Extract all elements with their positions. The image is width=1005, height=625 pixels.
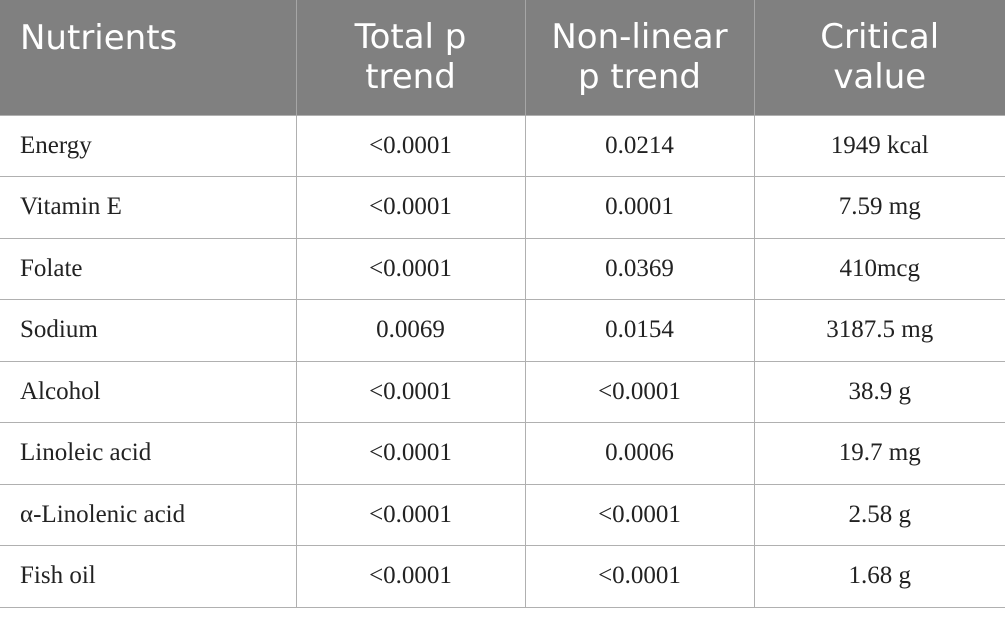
nutrient-cell: Energy xyxy=(0,114,297,177)
nutrient-cell: α-Linolenic acid xyxy=(0,483,297,546)
value-cell: 1949 kcal xyxy=(753,114,1005,177)
table-row: Energy <0.0001 0.0214 1949 kcal xyxy=(0,114,1005,177)
value-cell: 38.9 g xyxy=(753,360,1005,423)
value-cell: <0.0001 xyxy=(295,483,526,546)
value-cell: <0.0001 xyxy=(524,360,755,423)
nutrient-cell: Vitamin E xyxy=(0,176,297,239)
table-row: Linoleic acid <0.0001 0.0006 19.7 mg xyxy=(0,422,1005,485)
value-cell: 0.0006 xyxy=(524,422,755,485)
header-text: value xyxy=(833,57,927,98)
header-cell: Total p trend xyxy=(296,0,526,115)
header-text: Critical xyxy=(820,17,940,58)
header-row: Nutrients Total p trend Non-linear p trend Cr… xyxy=(0,0,1005,115)
header-cell: Non-linear p trend xyxy=(525,0,755,115)
value-cell: 3187.5 mg xyxy=(753,299,1005,362)
value-cell: <0.0001 xyxy=(295,360,526,423)
header-cell: Critical value xyxy=(754,0,1005,115)
value-cell: <0.0001 xyxy=(295,114,526,177)
value-cell: 0.0154 xyxy=(524,299,755,362)
value-cell: <0.0001 xyxy=(524,545,755,608)
header-text: Nutrients xyxy=(20,18,178,58)
nutrient-cell: Folate xyxy=(0,237,297,300)
header-text: Total p xyxy=(354,17,467,58)
value-cell: 1.68 g xyxy=(753,545,1005,608)
value-cell: 0.0369 xyxy=(524,237,755,300)
table-row: Fish oil <0.0001 <0.0001 1.68 g xyxy=(0,545,1005,608)
table-row: Alcohol <0.0001 <0.0001 38.9 g xyxy=(0,360,1005,423)
value-cell: 2.58 g xyxy=(753,483,1005,546)
value-cell: 19.7 mg xyxy=(753,422,1005,485)
table-row: α-Linolenic acid <0.0001 <0.0001 2.58 g xyxy=(0,483,1005,546)
nutrient-cell: Sodium xyxy=(0,299,297,362)
header-cell: Nutrients xyxy=(0,0,297,115)
data-table: Nutrients Total p trend Non-linear p trend Cr… xyxy=(0,0,1005,608)
value-cell: <0.0001 xyxy=(295,422,526,485)
header-text: Non-linear xyxy=(551,17,728,58)
value-cell: 0.0214 xyxy=(524,114,755,177)
header-text: p trend xyxy=(577,57,701,98)
nutrient-cell: Alcohol xyxy=(0,360,297,423)
table-row: Sodium 0.0069 0.0154 3187.5 mg xyxy=(0,299,1005,362)
value-cell: 7.59 mg xyxy=(753,176,1005,239)
table-row: Vitamin E <0.0001 0.0001 7.59 mg xyxy=(0,176,1005,239)
nutrient-cell: Linoleic acid xyxy=(0,422,297,485)
value-cell: 0.0001 xyxy=(524,176,755,239)
value-cell: 410mcg xyxy=(753,237,1005,300)
value-cell: <0.0001 xyxy=(295,237,526,300)
value-cell: <0.0001 xyxy=(295,545,526,608)
nutrient-cell: Fish oil xyxy=(0,545,297,608)
table-body: Energy <0.0001 0.0214 1949 kcal Vitamin E <0.… xyxy=(0,114,1005,608)
table-row: Folate <0.0001 0.0369 410mcg xyxy=(0,237,1005,300)
value-cell: <0.0001 xyxy=(524,483,755,546)
value-cell: <0.0001 xyxy=(295,176,526,239)
header-text: trend xyxy=(365,57,456,98)
value-cell: 0.0069 xyxy=(295,299,526,362)
